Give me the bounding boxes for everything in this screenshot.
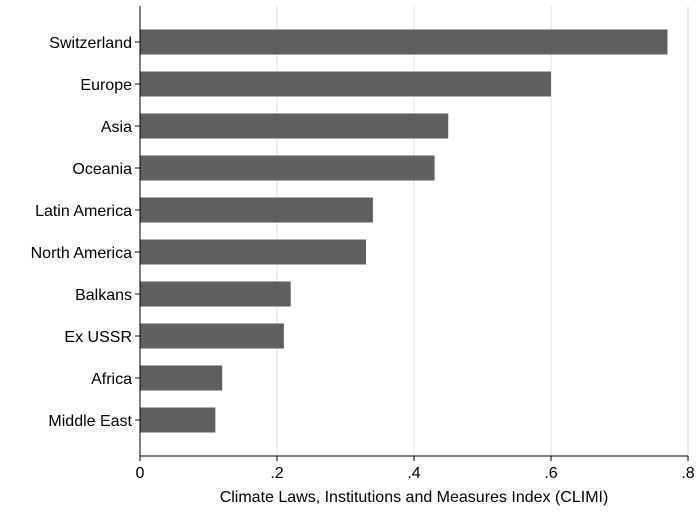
category-label: Middle East (48, 413, 132, 430)
category-label: Ex USSR (64, 329, 132, 346)
bar (140, 365, 223, 391)
x-tick-label: .6 (544, 465, 557, 482)
category-label: Switzerland (49, 35, 132, 52)
x-tick-label: 0 (136, 465, 145, 482)
x-tick-label: .2 (270, 465, 283, 482)
x-axis-title: Climate Laws, Institutions and Measures … (220, 489, 609, 506)
category-label: Europe (80, 77, 132, 94)
bar (140, 407, 216, 433)
category-label: North America (31, 245, 132, 262)
category-label: Asia (101, 119, 132, 136)
bar (140, 281, 291, 307)
category-labels: Switzerland Europe Asia Oceania Latin Americ… (31, 35, 140, 430)
bar (140, 197, 373, 223)
x-tick-label: .8 (681, 465, 694, 482)
x-tick-label: .4 (407, 465, 420, 482)
bar (140, 155, 435, 181)
category-label: Balkans (75, 287, 132, 304)
bar (140, 29, 668, 55)
x-ticks: 0 .2 .4 .6 .8 (136, 456, 695, 482)
bar (140, 323, 284, 349)
bar (140, 113, 449, 139)
category-label: Africa (91, 371, 132, 388)
category-label: Latin America (35, 203, 132, 220)
bars (140, 29, 668, 433)
category-label: Oceania (72, 161, 132, 178)
bar (140, 71, 551, 97)
bar (140, 239, 367, 265)
